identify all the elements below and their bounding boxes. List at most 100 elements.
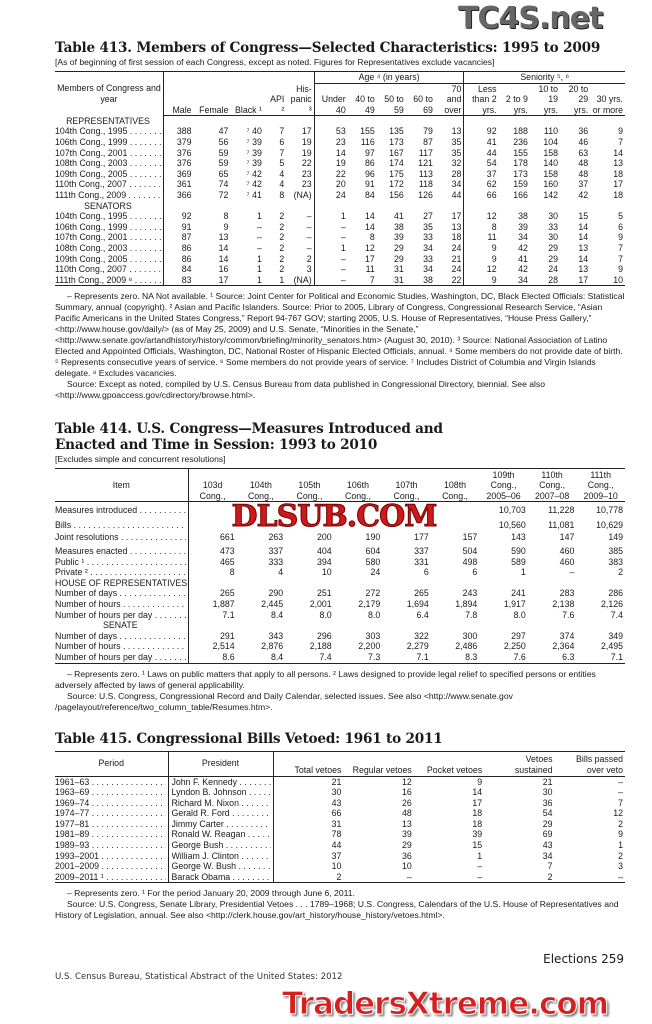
value-cell: 8.6 — [188, 651, 237, 664]
value-cell: 5 — [279, 158, 285, 169]
row-label: 106th Cong., 1999 — [55, 222, 161, 233]
value-cell: 20 — [313, 179, 348, 191]
value-cell: – — [313, 253, 348, 265]
value-cell: 2,279 — [406, 641, 429, 652]
value-cell: 1 — [263, 274, 287, 287]
value-cell: 173 — [513, 168, 528, 179]
value-cell: – — [569, 567, 575, 578]
value-cell: 22 — [301, 158, 312, 169]
value-cell: 28 — [529, 274, 561, 287]
empty-cell — [334, 578, 383, 589]
value-cell: 41 — [518, 253, 528, 264]
value-cell: 21 — [542, 776, 553, 787]
value-cell: 36 — [401, 850, 412, 861]
row-label-cell: 1977–81 — [55, 818, 169, 830]
value-cell: 24 — [451, 243, 462, 253]
value-cell: 2,250 — [503, 641, 526, 652]
value-cell: – — [257, 221, 262, 232]
value-cell: 361 — [176, 179, 192, 190]
column-header: Black ¹ — [230, 83, 264, 117]
value-cell: 241 — [511, 588, 526, 599]
value-cell: 243 — [462, 588, 478, 599]
value-cell: 589 — [511, 556, 526, 567]
value-cell: 38 — [394, 221, 404, 232]
value-cell: 263 — [268, 532, 284, 543]
value-cell: 34 — [518, 232, 528, 243]
value-cell: 12 — [401, 776, 412, 787]
table-row: Public ¹ 465 333 394 580 331 498 589 460 383 — [55, 556, 625, 568]
table-row: 111th Cong., 2009 ⁸831711(NA)–7313822934… — [55, 274, 625, 287]
value-cell: – — [306, 211, 312, 222]
value-cell: 21 — [451, 253, 462, 264]
value-cell: (NA) — [293, 190, 312, 201]
value-cell: 236 — [513, 137, 528, 148]
empty-cell — [530, 201, 560, 212]
column-header: Female — [193, 83, 231, 117]
value-cell: ⁷ 39 — [246, 137, 262, 148]
section-header-row: HOUSE OF REPRESENTATIVES — [55, 577, 625, 589]
value-cell: 84 — [364, 190, 375, 201]
value-cell: 12 — [613, 808, 623, 819]
value-cell: 14 — [472, 787, 483, 798]
row-label: 104th Cong., 1995 — [55, 211, 161, 222]
row-label: 1974–77 — [55, 808, 166, 819]
value-cell: 2,364 — [552, 641, 575, 652]
value-cell: – — [306, 221, 312, 232]
value-cell: 92 — [463, 126, 499, 138]
value-cell: 290 — [268, 588, 284, 599]
value-cell: 167 — [389, 147, 404, 158]
value-cell: 2 — [273, 871, 344, 884]
value-cell: 331 — [414, 556, 429, 567]
value-cell: 17 — [301, 126, 312, 137]
value-cell: 175 — [389, 168, 404, 179]
value-cell: 291 — [219, 630, 235, 641]
value-cell: 473 — [219, 545, 235, 556]
stub-header: Item — [55, 468, 189, 503]
value-cell: 155 — [360, 126, 375, 137]
table-413-notes: – Represents zero. NA Not available. ¹ S… — [55, 291, 625, 401]
value-cell: 54 — [463, 158, 499, 169]
value-cell: 104 — [543, 137, 559, 148]
value-cell: ⁷ 39 — [246, 158, 262, 169]
president-cell: William J. Clinton — [168, 850, 274, 862]
president-cell: George Bush — [168, 840, 274, 851]
column-header: 50 to 59 — [376, 83, 406, 117]
value-cell: 2,486 — [455, 641, 478, 652]
table-row: 1974–77 Gerald R. Ford 66 48 18 54 12 — [55, 808, 625, 819]
value-cell: 303 — [365, 630, 381, 641]
value-cell: 14 — [218, 253, 229, 264]
row-label-cell: Private ² — [55, 567, 189, 578]
value-cell: 14 — [313, 147, 348, 159]
empty-cell — [264, 116, 286, 127]
value-cell: 1 — [257, 253, 262, 264]
value-cell: 22 — [434, 274, 464, 287]
value-cell: – — [257, 232, 262, 243]
value-cell: – — [306, 243, 312, 253]
value-cell: 5 — [618, 211, 623, 222]
value-cell: 33 — [548, 221, 559, 232]
president-cell: Richard M. Nixon — [168, 797, 274, 809]
table-413: Members of Congress and year Age ⁴ (in y… — [55, 70, 625, 287]
row-label-cell: Number of days — [55, 630, 189, 642]
table-row: 1969–74 Richard M. Nixon 43 26 17 36 7 — [55, 797, 625, 809]
empty-cell — [194, 116, 231, 127]
value-cell: 8.4 — [236, 651, 286, 664]
value-cell: 18 — [472, 818, 483, 829]
value-cell: 48 — [578, 168, 589, 179]
value-cell: 4 — [278, 567, 284, 578]
value-cell: 18 — [613, 168, 623, 179]
row-label-cell: 1993–2001 — [55, 850, 169, 862]
value-cell: 13 — [451, 221, 462, 232]
note-paragraph: – Represents zero. NA Not available. ¹ S… — [55, 291, 625, 379]
value-cell: 29 — [394, 243, 404, 253]
row-label-cell: 1963–69 — [55, 787, 169, 798]
value-cell: 9 — [223, 221, 229, 232]
value-cell: 11 — [463, 232, 499, 243]
value-cell: 33 — [423, 253, 433, 264]
value-cell: 91 — [364, 179, 375, 190]
note-paragraph: Source: Except as noted, compiled by U.S… — [55, 379, 546, 401]
empty-cell — [163, 201, 193, 212]
value-cell: – — [413, 871, 485, 884]
value-cell: 2,126 — [600, 598, 623, 609]
